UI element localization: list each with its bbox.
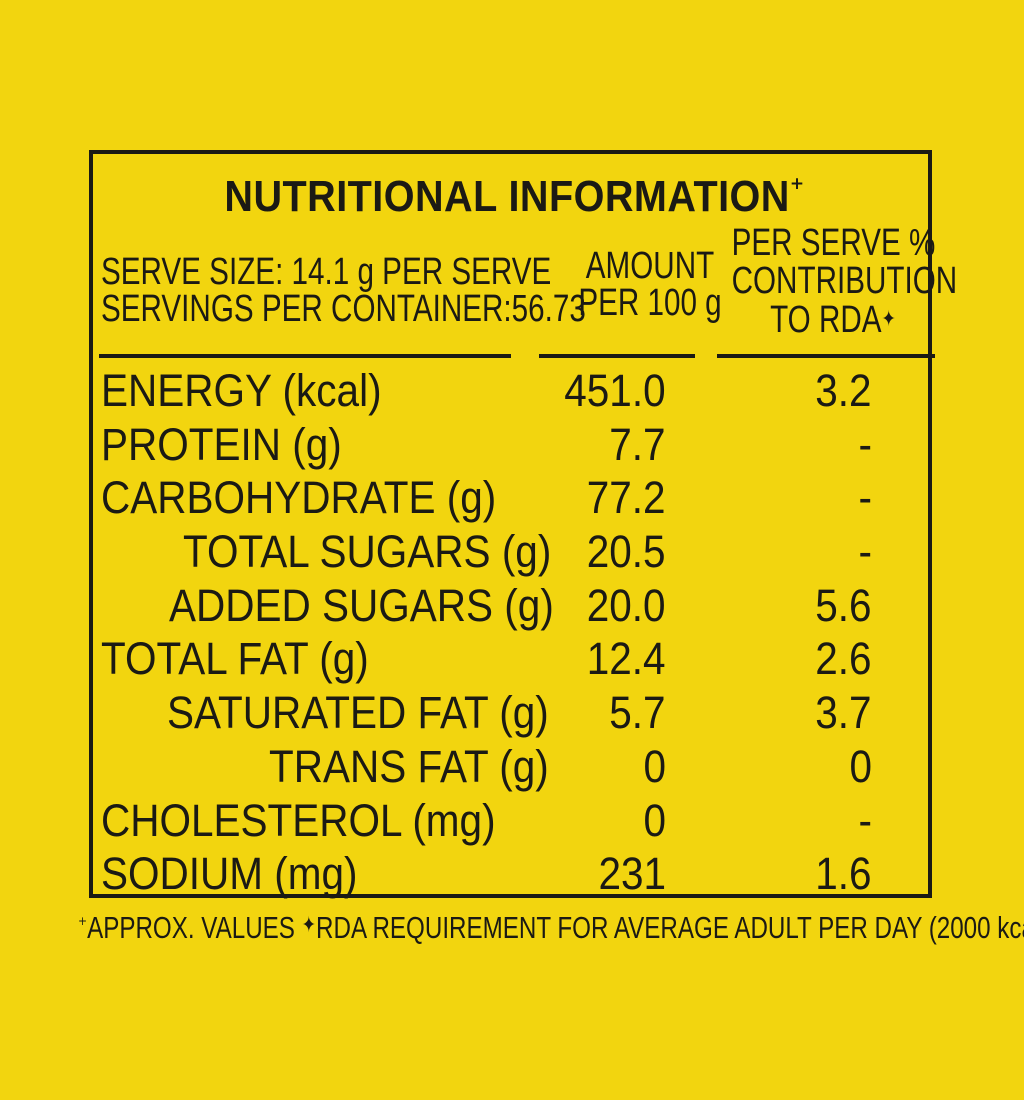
serving-info: SERVE SIZE: 14.1 g PER SERVE SERVINGS PE…: [101, 251, 586, 330]
rda-percent: -: [858, 418, 873, 470]
nutrient-label: TOTAL SUGARS (g): [183, 526, 552, 578]
nutrient-row: CARBOHYDRATE (g) 77.2 -: [93, 473, 936, 527]
rda-percent: 3.7: [815, 687, 872, 739]
panel-title: NUTRITIONAL INFORMATION⁺: [135, 172, 894, 222]
nutrient-label: TOTAL FAT (g): [101, 633, 369, 685]
rda-percent: 5.6: [815, 579, 872, 631]
rda-percent: -: [858, 526, 873, 578]
nutrient-label: ENERGY (kcal): [101, 365, 382, 416]
rda-header-line-3-text: TO RDA: [770, 299, 882, 341]
footnote-dagger-mark: ⁺: [78, 912, 88, 937]
rda-header-line-1: PER SERVE %: [731, 222, 936, 264]
amount-per-100g: 0: [643, 794, 666, 846]
footnote: ⁺APPROX. VALUES ✦RDA REQUIREMENT FOR AVE…: [78, 910, 1024, 946]
amount-per-100g: 20.5: [587, 526, 666, 578]
amount-per-100g: 7.7: [609, 418, 666, 470]
rda-percent: -: [858, 794, 873, 846]
nutrient-row: ADDED SUGARS (g) 20.0 5.6: [93, 579, 936, 635]
nutrient-row: TOTAL FAT (g) 12.4 2.6: [93, 634, 936, 688]
amount-per-100g: 231: [598, 848, 666, 900]
nutrient-row: TOTAL SUGARS (g) 20.5 -: [93, 527, 936, 581]
amount-per-100g: 451.0: [564, 365, 666, 416]
amount-column-header: AMOUNT PER 100 g: [572, 245, 728, 324]
amount-per-100g: 12.4: [587, 633, 666, 685]
title-text: NUTRITIONAL INFORMATION: [224, 172, 790, 221]
nutrient-row: SODIUM (mg) 231 1.6: [93, 849, 936, 903]
rda-percent: 3.2: [815, 365, 872, 416]
nutrient-row: TRANS FAT (g) 0 0: [93, 740, 936, 796]
nutrient-row: PROTEIN (g) 7.7 -: [93, 418, 936, 474]
footnote-approx-text: APPROX. VALUES: [87, 910, 302, 945]
nutrient-row: CHOLESTEROL (mg) 0 -: [93, 794, 936, 850]
serve-size-text: SERVE SIZE: 14.1 g PER SERVE: [101, 251, 552, 293]
nutrient-label: CHOLESTEROL (mg): [101, 794, 496, 846]
nutrient-label: SODIUM (mg): [101, 848, 358, 900]
nutrient-row: ENERGY (kcal) 451.0 3.2: [93, 366, 936, 420]
amount-per-100g: 0: [643, 740, 666, 792]
rda-percent: 0: [849, 740, 872, 792]
amount-per-100g: 77.2: [587, 472, 666, 524]
footnote-rda-text: RDA REQUIREMENT FOR AVERAGE ADULT PER DA…: [316, 910, 1024, 945]
nutrient-label: PROTEIN (g): [101, 418, 342, 470]
rda-percent: 2.6: [815, 633, 872, 685]
amount-per-100g: 20.0: [587, 579, 666, 631]
nutrient-label: SATURATED FAT (g): [167, 687, 549, 739]
servings-per-container-text: SERVINGS PER CONTAINER:56.73: [101, 288, 586, 330]
nutrient-label: ADDED SUGARS (g): [169, 579, 554, 631]
header-divider-middle: [539, 354, 695, 358]
amount-header-line-2: PER 100 g: [578, 282, 722, 324]
rda-star-mark: ✦: [881, 306, 896, 331]
amount-header-line-1: AMOUNT: [585, 245, 715, 287]
header-divider-right: [717, 354, 935, 358]
amount-per-100g: 5.7: [609, 687, 666, 739]
rda-header-line-3: TO RDA✦: [732, 300, 935, 339]
nutrient-row: SATURATED FAT (g) 5.7 3.7: [93, 688, 936, 742]
nutrient-label: CARBOHYDRATE (g): [101, 472, 497, 524]
nutrient-label: TRANS FAT (g): [269, 740, 549, 792]
nutrient-rows: ENERGY (kcal) 451.0 3.2 PROTEIN (g) 7.7- CARB…: [93, 366, 936, 903]
title-dagger-mark: ⁺: [789, 173, 805, 206]
rda-percent: -: [858, 472, 873, 524]
nutrition-panel: NUTRITIONAL INFORMATION⁺ SERVE SIZE: 14.…: [89, 150, 958, 899]
footnote-star-mark: ✦: [301, 912, 317, 937]
rda-header-line-2: CONTRIBUTION: [731, 260, 958, 302]
rda-column-header: PER SERVE % CONTRIBUTION TO RDA✦: [731, 222, 958, 339]
rda-percent: 1.6: [815, 848, 872, 900]
header-divider-left: [99, 354, 511, 358]
